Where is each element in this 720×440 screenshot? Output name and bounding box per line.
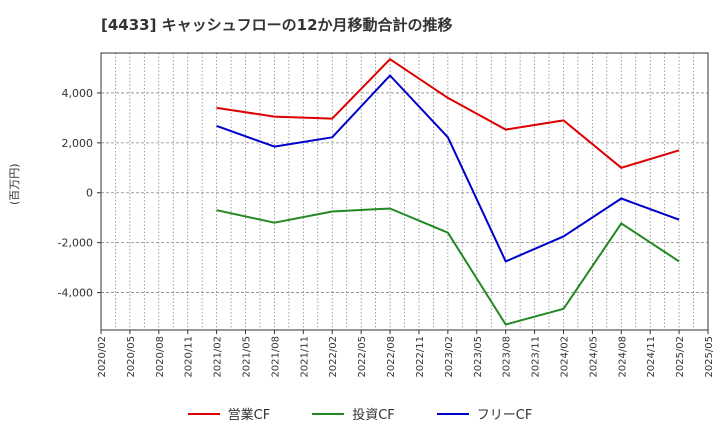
x-tick-label: 2023/11 bbox=[531, 336, 542, 378]
x-tick-label: 2020/02 bbox=[97, 336, 108, 378]
x-tick-label: 2021/05 bbox=[242, 336, 253, 378]
legend-label-free-cf: フリーCF bbox=[476, 408, 533, 423]
x-tick-label: 2024/11 bbox=[646, 336, 657, 378]
line-chart: 4,000 2,000 0 -2,000 -4,000 2020/02 2020/05 202… bbox=[58, 52, 715, 378]
x-tick-label: 2022/05 bbox=[357, 336, 368, 378]
y-tick-label: -2,000 bbox=[58, 237, 93, 250]
x-tick-label: 2025/02 bbox=[675, 336, 686, 378]
x-tick-label: 2022/11 bbox=[415, 336, 426, 378]
legend-swatch-operating-cf bbox=[187, 412, 220, 415]
y-tick-label: 4,000 bbox=[62, 87, 94, 100]
x-tick-label: 2024/08 bbox=[617, 336, 628, 378]
legend-swatch-free-cf bbox=[436, 412, 469, 415]
x-tick-label: 2023/05 bbox=[473, 336, 484, 378]
x-tick-label: 2023/02 bbox=[444, 336, 455, 378]
y-tick-label: 2,000 bbox=[62, 137, 94, 150]
plot-frame bbox=[100, 52, 709, 331]
x-tick-label: 2020/05 bbox=[126, 336, 137, 378]
x-tick-label: 2020/11 bbox=[184, 336, 195, 378]
x-tick-label: 2022/08 bbox=[386, 336, 397, 378]
legend-item-investing-cf: 投資CF bbox=[312, 404, 395, 423]
legend: 営業CF 投資CF フリーCF bbox=[0, 404, 720, 423]
x-tick-label: 2022/02 bbox=[328, 336, 339, 378]
legend-item-free-cf: フリーCF bbox=[436, 404, 533, 423]
x-tick-label: 2024/02 bbox=[559, 336, 570, 378]
x-tick-label: 2023/08 bbox=[502, 336, 513, 378]
legend-label-operating-cf: 営業CF bbox=[227, 408, 271, 423]
x-tick-label: 2025/05 bbox=[704, 336, 715, 378]
y-tick-label: -4,000 bbox=[58, 287, 93, 300]
x-tick-label: 2021/11 bbox=[299, 336, 310, 378]
x-tick-label: 2024/05 bbox=[588, 336, 599, 378]
chart-title: [4433] キャッシュフローの12か月移動合計の推移 bbox=[101, 16, 453, 34]
x-tick-label: 2021/02 bbox=[213, 336, 224, 378]
x-tick-label: 2020/08 bbox=[155, 336, 166, 378]
legend-label-investing-cf: 投資CF bbox=[352, 408, 395, 423]
legend-item-operating-cf: 営業CF bbox=[187, 404, 271, 423]
legend-swatch-investing-cf bbox=[312, 412, 345, 415]
y-tick-label: 0 bbox=[86, 187, 93, 200]
x-tick-label: 2021/08 bbox=[270, 336, 281, 378]
